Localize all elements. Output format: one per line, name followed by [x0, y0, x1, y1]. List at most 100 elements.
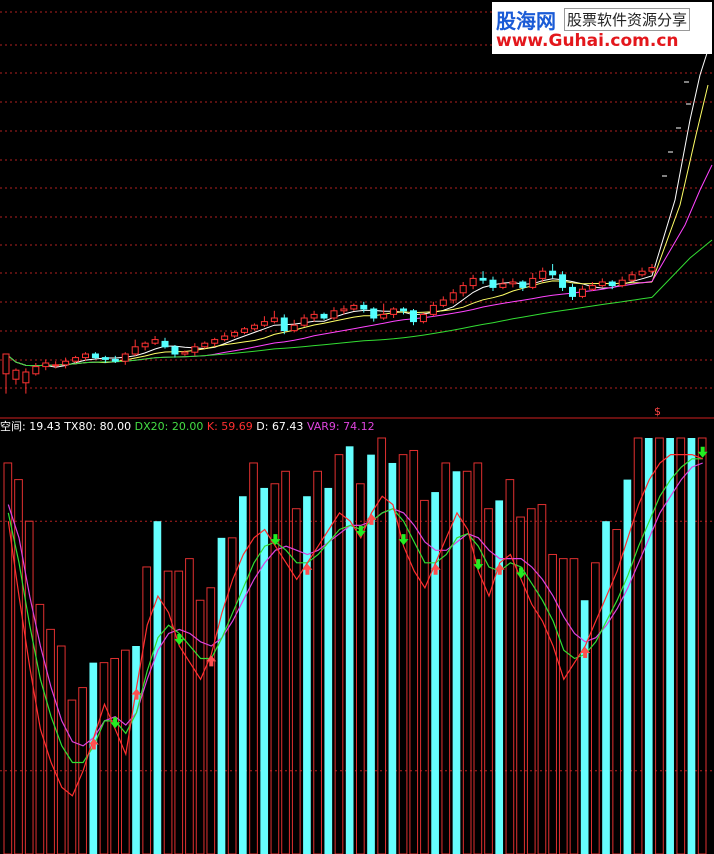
- indicator-bar-red: [142, 566, 152, 854]
- candle-body: [201, 342, 209, 348]
- ma-mid-extension: [651, 84, 709, 283]
- candle-body: [648, 267, 656, 272]
- candle-body: [32, 366, 40, 375]
- candle-body: [131, 346, 139, 355]
- candle-body: [161, 340, 169, 348]
- candle-body: [250, 324, 258, 330]
- buy-arrow-icon: [206, 655, 217, 667]
- candle-body: [22, 371, 30, 384]
- indicator-bar-red: [281, 470, 290, 854]
- ma-long-extension: [651, 239, 713, 298]
- candle-body: [559, 274, 567, 288]
- ma-slow-extension: [651, 164, 713, 282]
- candle-body: [549, 270, 557, 276]
- indicator-bar-cyan: [217, 537, 226, 854]
- indicator-bar-red: [185, 558, 194, 854]
- candle-body: [12, 369, 20, 380]
- ma-long-line: [5, 296, 653, 367]
- candle-body: [390, 308, 398, 315]
- candle-body: [439, 299, 447, 306]
- candle-body: [280, 317, 288, 332]
- candle-body: [509, 281, 517, 285]
- indicator-bar-red: [24, 520, 34, 854]
- indicator-bar-red: [99, 662, 109, 854]
- indicator-bar-cyan: [132, 646, 140, 854]
- indicator-bar-cyan: [239, 496, 247, 854]
- indicator-bar-red: [676, 437, 686, 854]
- candle-body: [578, 288, 586, 297]
- indicator-bar-red: [484, 508, 493, 854]
- candle-body: [171, 346, 179, 355]
- candle-body: [101, 357, 109, 360]
- header-d: D: 67.43: [256, 420, 307, 433]
- indicator-bar-red: [249, 462, 258, 854]
- indicator-bar-red: [206, 587, 216, 854]
- buy-arrow-icon: [302, 563, 313, 575]
- candle-body: [489, 279, 497, 288]
- candle-body: [529, 277, 537, 288]
- indicator-bar-red: [110, 657, 120, 854]
- price-panel[interactable]: [0, 11, 714, 394]
- candle-body: [409, 310, 417, 323]
- indicator-bar-cyan: [431, 492, 439, 854]
- indicator-bar-cyan: [644, 438, 653, 854]
- candle-body: [618, 279, 626, 287]
- candle-body: [111, 358, 119, 362]
- buy-arrow-icon: [131, 688, 142, 700]
- indicator-bar-cyan: [367, 454, 375, 854]
- candle-body: [121, 353, 129, 362]
- candle-body: [260, 321, 268, 326]
- indicator-bar-cyan: [303, 496, 311, 854]
- indicator-bar-red: [558, 558, 568, 854]
- indicator-bar-red: [270, 483, 280, 854]
- indicator-bar-red: [655, 437, 664, 854]
- indicator-bar-cyan: [580, 600, 589, 854]
- candle-body: [360, 304, 368, 310]
- candle-body: [52, 364, 60, 367]
- candle-body: [231, 331, 239, 337]
- candle-body: [191, 346, 199, 353]
- candle-body: [221, 335, 229, 341]
- candle-body: [82, 353, 90, 359]
- indicator-bar-red: [398, 454, 408, 854]
- indicator-bar-red: [227, 537, 237, 854]
- indicator-bar-red: [46, 628, 55, 854]
- indicator-panel[interactable]: [0, 437, 714, 854]
- candle-body: [628, 274, 636, 281]
- indicator-bar-red: [526, 508, 536, 854]
- indicator-bar-red: [174, 570, 184, 854]
- d-line: [7, 458, 703, 764]
- sell-arrow-icon: [697, 446, 708, 458]
- candle-body: [211, 339, 219, 344]
- candle-body: [42, 362, 50, 368]
- candle-body: [539, 270, 547, 279]
- header-dx20: DX20: 20.00: [134, 420, 207, 433]
- indicator-bar-cyan: [153, 521, 162, 854]
- indicator-bar-cyan: [666, 438, 674, 854]
- indicator-bar-cyan: [452, 471, 461, 854]
- indicator-bar-red: [377, 437, 387, 854]
- candle-body: [598, 281, 606, 287]
- indicator-bar-red: [163, 570, 173, 854]
- header-k: K: 59.69: [206, 420, 257, 433]
- indicator-bar-red: [441, 462, 451, 854]
- header-label_space: 空间: 19.43: [0, 420, 65, 433]
- ma-fast-extension: [651, 49, 709, 277]
- sell-arrow-icon: [398, 534, 409, 546]
- indicator-bar-red: [356, 483, 365, 854]
- candle-body: [181, 351, 189, 355]
- indicator-bar-red: [420, 499, 429, 854]
- candle-body: [419, 313, 427, 323]
- var9-line: [7, 462, 703, 747]
- sell-arrow-icon: [174, 634, 185, 645]
- candle-body: [290, 324, 298, 332]
- watermark-tagline: 股票软件资源分享: [564, 8, 691, 31]
- signal-marker: $: [654, 405, 661, 418]
- indicator-bar-red: [3, 462, 13, 854]
- ma-slow-line: [5, 281, 653, 367]
- candle-body: [350, 304, 358, 310]
- indicator-bar-red: [473, 462, 483, 854]
- candle-body: [608, 281, 616, 287]
- buy-arrow-icon: [430, 563, 441, 575]
- indicator-bar-red: [537, 504, 547, 854]
